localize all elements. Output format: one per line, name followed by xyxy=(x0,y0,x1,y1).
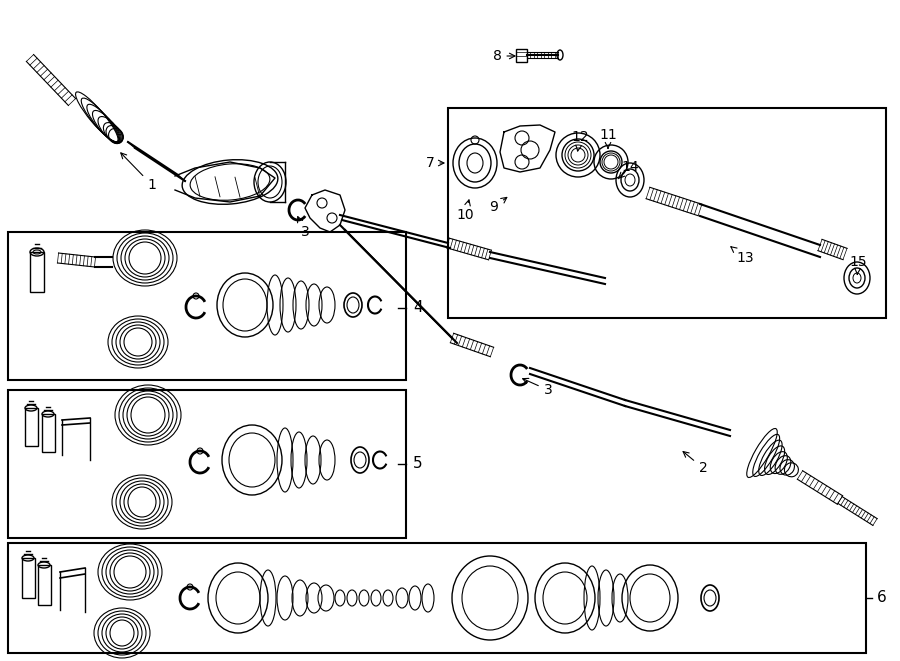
Text: 7: 7 xyxy=(426,156,444,170)
Ellipse shape xyxy=(197,448,203,454)
Bar xyxy=(8,232,406,380)
Text: 4: 4 xyxy=(413,301,423,315)
Text: 10: 10 xyxy=(456,200,473,222)
Text: 5: 5 xyxy=(413,457,423,471)
Text: 8: 8 xyxy=(492,49,515,63)
Ellipse shape xyxy=(193,293,199,299)
Text: 13: 13 xyxy=(731,247,754,265)
Bar xyxy=(516,49,527,62)
Bar xyxy=(30,252,44,292)
Text: 15: 15 xyxy=(850,255,867,274)
Bar xyxy=(8,543,866,653)
Ellipse shape xyxy=(187,584,193,590)
Bar xyxy=(42,414,55,452)
Text: 3: 3 xyxy=(298,217,310,239)
Bar xyxy=(38,565,51,605)
Text: 3: 3 xyxy=(523,378,553,397)
Text: 12: 12 xyxy=(572,130,589,151)
Bar xyxy=(22,558,35,598)
Text: 6: 6 xyxy=(878,590,886,605)
Text: 14: 14 xyxy=(618,160,639,178)
Bar xyxy=(8,390,406,538)
Text: 9: 9 xyxy=(490,198,507,214)
Text: 1: 1 xyxy=(121,153,157,192)
Bar xyxy=(448,108,886,318)
Text: 11: 11 xyxy=(599,128,616,148)
Text: 2: 2 xyxy=(683,451,707,475)
Bar xyxy=(25,408,38,446)
